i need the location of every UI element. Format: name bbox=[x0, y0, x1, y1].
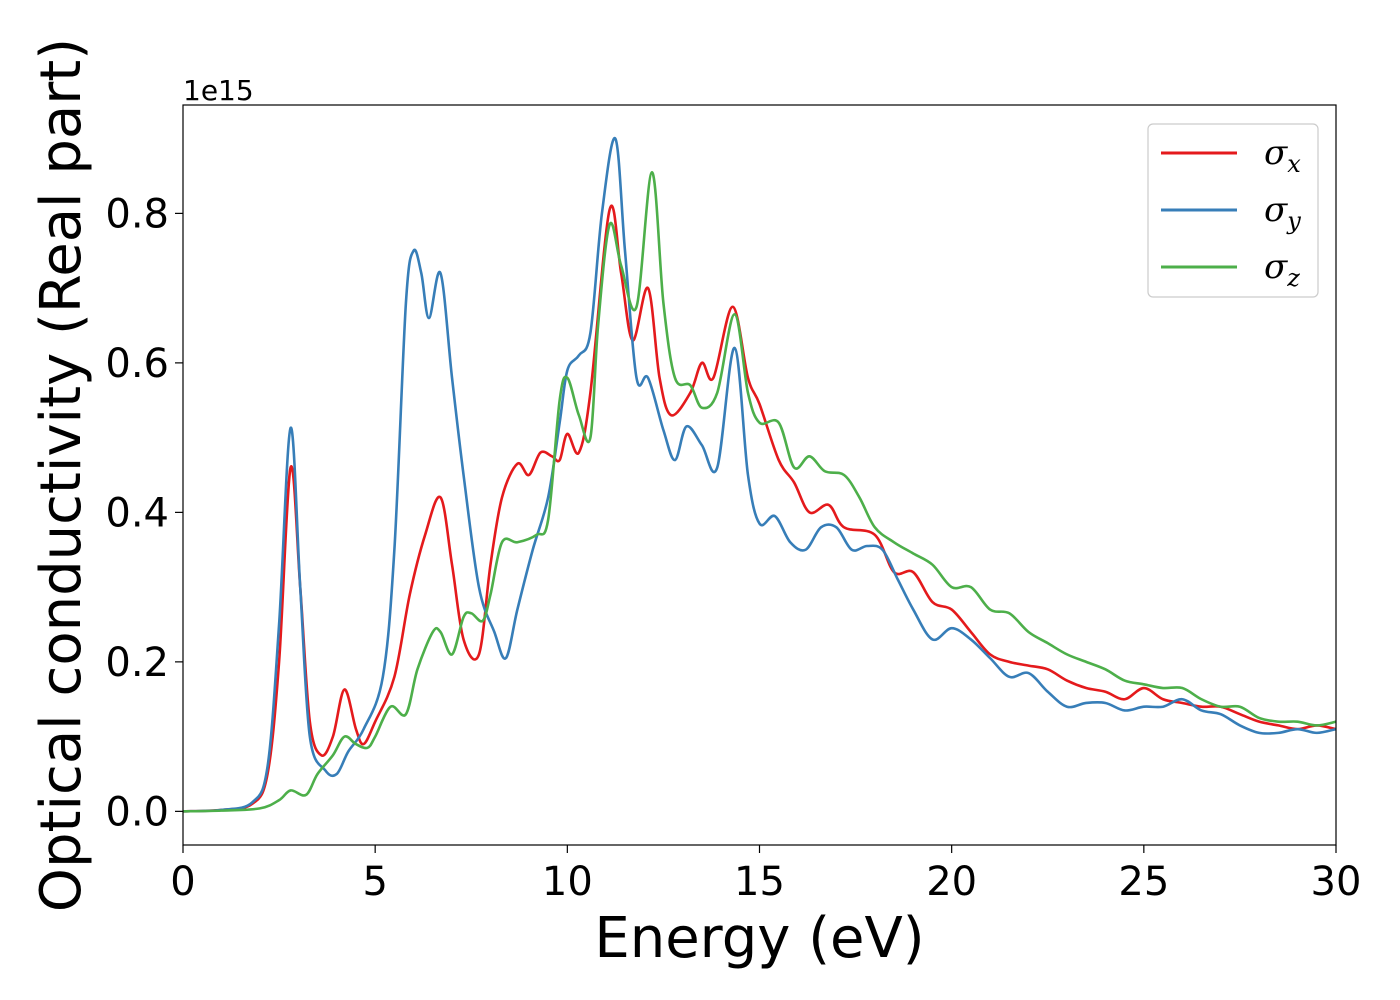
series-line-y bbox=[183, 137, 1336, 813]
x-tick-label: 25 bbox=[1118, 859, 1169, 905]
y-axis: 0.0 0.2 0.4 0.6 0.8 bbox=[105, 191, 183, 835]
y-tick-label: 0.2 bbox=[105, 640, 169, 686]
legend-label-x: σx bbox=[1264, 133, 1301, 178]
y-tick-label: 0.4 bbox=[105, 490, 169, 536]
x-tick-label: 15 bbox=[734, 859, 785, 905]
x-axis-label: Energy (eV) bbox=[594, 906, 924, 971]
y-offset-label: 1e15 bbox=[183, 74, 254, 107]
y-tick-label: 0.0 bbox=[105, 789, 169, 835]
series-line-x bbox=[183, 204, 1336, 813]
series-line-z bbox=[183, 170, 1336, 813]
y-tick-label: 0.6 bbox=[105, 341, 169, 387]
x-tick-label: 5 bbox=[362, 859, 387, 905]
x-tick-label: 0 bbox=[170, 859, 195, 905]
x-axis: 0 5 10 15 20 25 30 bbox=[170, 845, 1361, 905]
series-lines bbox=[183, 137, 1336, 813]
x-tick-label: 10 bbox=[542, 859, 593, 905]
x-tick-label: 30 bbox=[1311, 859, 1362, 905]
x-tick-label: 20 bbox=[926, 859, 977, 905]
y-axis-label: Optical conductivity (Real part) bbox=[29, 38, 94, 912]
y-tick-label: 0.8 bbox=[105, 191, 169, 237]
